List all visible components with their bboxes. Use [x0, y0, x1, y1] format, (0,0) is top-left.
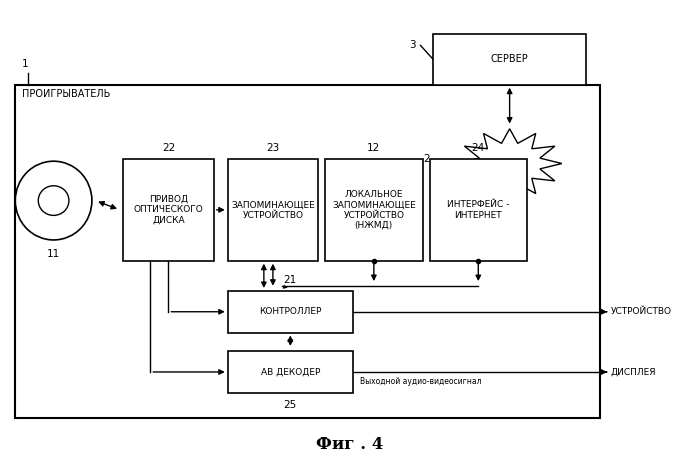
Bar — [430, 159, 527, 261]
Text: СЕРВЕР: СЕРВЕР — [491, 55, 528, 64]
Text: 2: 2 — [423, 154, 430, 164]
Text: 1: 1 — [22, 59, 29, 69]
Text: Фиг . 4: Фиг . 4 — [316, 436, 383, 453]
Text: ДИСПЛЕЯ: ДИСПЛЕЯ — [611, 368, 656, 377]
Text: 25: 25 — [284, 400, 297, 410]
Text: 22: 22 — [162, 144, 175, 153]
Text: 23: 23 — [266, 144, 280, 153]
Text: АВ ДЕКОДЕР: АВ ДЕКОДЕР — [261, 368, 320, 377]
Bar — [123, 159, 214, 261]
Text: ЗАПОМИНАЮЩЕЕ
УСТРОЙСТВО: ЗАПОМИНАЮЩЕЕ УСТРОЙСТВО — [231, 200, 315, 219]
Ellipse shape — [15, 161, 92, 240]
Bar — [228, 351, 353, 393]
Text: 12: 12 — [367, 144, 380, 153]
Ellipse shape — [38, 186, 69, 215]
Text: УСТРОЙСТВО: УСТРОЙСТВО — [611, 307, 672, 316]
Bar — [325, 159, 423, 261]
Text: 11: 11 — [47, 249, 60, 259]
Bar — [228, 159, 318, 261]
Text: ЛОКАЛЬНОЕ
ЗАПОМИНАЮЩЕЕ
УСТРОЙСТВО
(НЖМД): ЛОКАЛЬНОЕ ЗАПОМИНАЮЩЕЕ УСТРОЙСТВО (НЖМД) — [332, 190, 416, 230]
Bar — [433, 34, 586, 85]
Text: ПРОИГРЫВАТЕЛЬ: ПРОИГРЫВАТЕЛЬ — [22, 89, 110, 99]
Text: ИНТЕРФЕЙС -
ИНТЕРНЕТ: ИНТЕРФЕЙС - ИНТЕРНЕТ — [447, 200, 510, 219]
Text: 24: 24 — [472, 144, 485, 153]
Bar — [15, 85, 600, 418]
Text: Выходной аудио-видеосигнал: Выходной аудио-видеосигнал — [360, 377, 482, 385]
Text: 3: 3 — [409, 41, 416, 50]
Text: КОНТРОЛЛЕР: КОНТРОЛЛЕР — [259, 307, 322, 316]
Text: 21: 21 — [284, 275, 297, 285]
Text: ПРИВОД
ОПТИЧЕСКОГО
ДИСКА: ПРИВОД ОПТИЧЕСКОГО ДИСКА — [134, 195, 203, 225]
Bar — [228, 291, 353, 333]
Polygon shape — [457, 129, 562, 198]
